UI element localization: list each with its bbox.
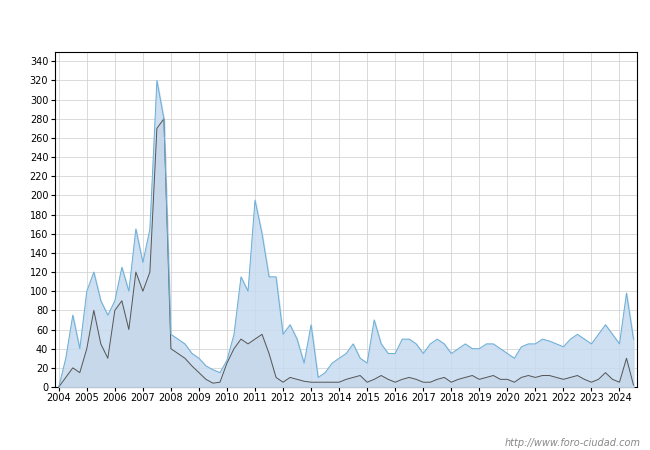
Text: Espartinas - Evolucion del Nº de Transacciones Inmobiliarias: Espartinas - Evolucion del Nº de Transac… — [104, 16, 546, 31]
Text: http://www.foro-ciudad.com: http://www.foro-ciudad.com — [504, 438, 640, 448]
